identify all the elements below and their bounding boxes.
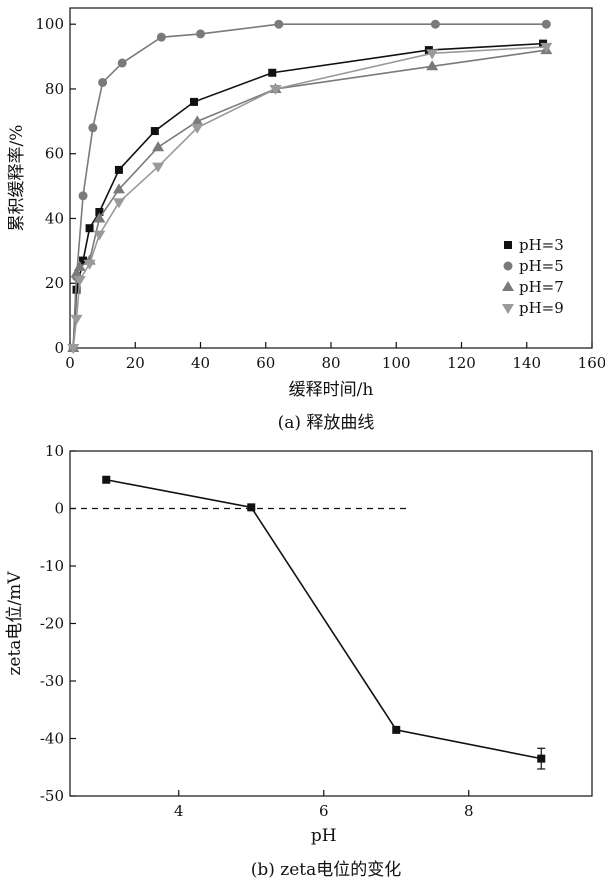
chart-a-point-3 xyxy=(112,198,125,209)
chart-a-point-2 xyxy=(70,267,83,278)
chart-a-point-1 xyxy=(196,29,205,39)
chart-a-point-1 xyxy=(78,191,88,201)
chart-a-legend-label-2: pH=7 xyxy=(519,278,564,296)
chart-a-point-2 xyxy=(191,115,204,126)
chart-b-ytick-label: -30 xyxy=(40,672,64,690)
chart-b-ylabel: zeta电位/mV xyxy=(5,571,25,676)
chart-a-ytick-label: 60 xyxy=(45,145,64,163)
chart-a-point-0 xyxy=(150,127,159,136)
chart-a-xtick-label: 140 xyxy=(512,354,541,372)
chart-a-point-3 xyxy=(269,84,282,95)
chart-b-series-line-0 xyxy=(106,478,542,760)
chart-a-xtick-label: 160 xyxy=(578,354,605,372)
chart-a-point-2 xyxy=(93,212,106,223)
chart-a-legend-label-0: pH=3 xyxy=(519,236,564,254)
chart-a-series-line-0 xyxy=(72,42,544,349)
chart-a-ytick-label: 80 xyxy=(45,80,64,98)
chart-a-ytick-label: 100 xyxy=(35,15,64,33)
chart-b-ytick-label: -40 xyxy=(40,730,64,748)
chart-a-point-0 xyxy=(85,224,94,233)
chart-a-point-2 xyxy=(73,261,86,272)
chart-a-legend-marker-3 xyxy=(502,304,514,314)
chart-a-ylabel: 累积缓释率/% xyxy=(7,125,27,232)
chart-b-xtick-label: 6 xyxy=(319,802,329,820)
chart-a-point-2 xyxy=(112,183,125,194)
chart-a-frame xyxy=(69,7,593,349)
chart-a-point-2 xyxy=(426,60,439,71)
chart-b-ytick-label: -50 xyxy=(40,787,64,805)
chart-b-point-0 xyxy=(537,754,546,763)
chart-a-xtick-label: 60 xyxy=(256,354,275,372)
chart-b-point-0 xyxy=(102,475,111,484)
chart-a-caption: (a) 释放曲线 xyxy=(278,413,375,433)
chart-b-caption: (b) zeta电位的变化 xyxy=(251,860,402,880)
chart-b-xtick-label: 4 xyxy=(174,802,184,820)
chart-b-point-0 xyxy=(392,725,401,734)
chart-a-point-1 xyxy=(156,32,166,42)
chart-a-xtick-label: 20 xyxy=(126,354,145,372)
chart-b-frame xyxy=(69,450,593,797)
chart-a-series-line-2 xyxy=(72,49,547,349)
chart-b-xlabel: pH xyxy=(311,826,337,846)
chart-a-point-3 xyxy=(540,42,553,53)
chart-a-xtick-label: 0 xyxy=(65,354,75,372)
chart-a-point-1 xyxy=(117,58,127,68)
chart-a-point-1 xyxy=(88,123,98,133)
chart-a-point-3 xyxy=(67,344,80,354)
chart-a-ytick-label: 0 xyxy=(54,339,64,357)
chart-a-point-3 xyxy=(191,123,204,134)
chart-a-ytick-label: 20 xyxy=(45,274,64,292)
chart-a-point-1 xyxy=(98,77,108,87)
chart-a-xtick-label: 120 xyxy=(447,354,476,372)
chart-a-point-1 xyxy=(430,19,440,29)
chart-a-point-0 xyxy=(95,208,104,216)
chart-a-point-3 xyxy=(426,49,439,60)
chart-a-ytick-label: 40 xyxy=(45,209,64,227)
chart-a-series-line-3 xyxy=(72,46,547,349)
chart-a-point-0 xyxy=(79,256,88,265)
chart-a-point-3 xyxy=(83,259,96,270)
chart-a-point-3 xyxy=(152,162,165,173)
chart-b-ytick-label: 10 xyxy=(45,442,64,460)
chart-a-point-0 xyxy=(114,165,123,174)
chart-a-legend-marker-0 xyxy=(504,241,512,249)
chart-b-ytick-label: -10 xyxy=(40,557,64,575)
chart-a-legend-marker-2 xyxy=(502,281,514,291)
chart-b-point-0 xyxy=(247,503,256,512)
chart-a-legend-marker-1 xyxy=(503,261,513,271)
chart-a-series-line-1 xyxy=(72,23,547,349)
chart-b-ytick-label: 0 xyxy=(54,500,64,518)
chart-b-xtick-label: 8 xyxy=(464,802,474,820)
chart-a-point-3 xyxy=(70,314,83,325)
chart-a-point-3 xyxy=(73,276,86,286)
chart-a-xtick-label: 40 xyxy=(191,354,210,372)
chart-a-point-1 xyxy=(541,19,551,29)
chart-a-xtick-label: 100 xyxy=(382,354,411,372)
chart-a-point-1 xyxy=(274,19,284,29)
zeta-potential-chart: 4 6 8 10 0 -10 -20 -30 -40 -50 pH zeta电位/mV xyxy=(5,442,593,846)
chart-a-point-3 xyxy=(93,230,106,241)
chart-a-point-0 xyxy=(268,68,277,77)
chart-a-xlabel: 缓释时间/h xyxy=(289,380,374,400)
chart-a-point-2 xyxy=(152,141,165,152)
chart-a-xtick-label: 80 xyxy=(321,354,340,372)
release-curve-chart: 0 20 40 60 80 100 120 140 160 0 20 40 60 80 100 缓释时间/h 累… xyxy=(7,7,605,400)
chart-a-point-0 xyxy=(189,97,198,106)
chart-a-legend-label-3: pH=9 xyxy=(519,299,564,317)
chart-a-legend-label-1: pH=5 xyxy=(519,257,564,275)
chart-b-ytick-label: -20 xyxy=(40,615,64,633)
